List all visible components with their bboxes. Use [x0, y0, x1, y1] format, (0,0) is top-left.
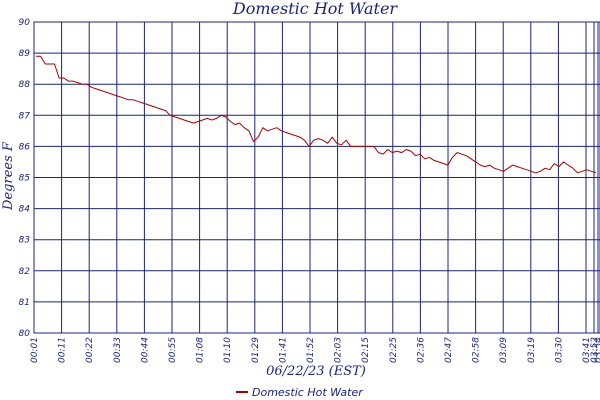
chart-title: Domestic Hot Water	[232, 0, 399, 18]
x-tick-label: 03:54	[594, 337, 600, 363]
x-tick-label: 03:41	[582, 337, 592, 363]
x-tick-label: 00:01	[30, 337, 40, 363]
x-tick-label: 00:44	[140, 337, 150, 363]
x-tick-label: 01:52	[306, 337, 316, 363]
y-tick-label: 82	[19, 267, 31, 277]
x-tick-label: 00:33	[113, 337, 123, 363]
y-tick-label: 90	[19, 18, 31, 28]
x-tick-label: 02:36	[416, 337, 426, 363]
x-tick-label: 03:52	[590, 337, 600, 363]
x-tick-label: 01:10	[223, 337, 233, 363]
y-tick-label: 87	[19, 111, 31, 121]
x-tick-label: 00:55	[168, 337, 178, 363]
y-axis-label: Degrees F	[1, 141, 16, 211]
x-tick-label: 00:11	[58, 337, 68, 363]
x-tick-label: 02:47	[444, 337, 454, 363]
x-tick-label: 02:58	[472, 337, 482, 363]
x-tick-label: 02:03	[334, 337, 344, 363]
y-tick-label: 88	[19, 80, 31, 90]
grid-lines	[33, 21, 600, 334]
x-tick-label: 03:30	[554, 337, 564, 363]
x-tick-label: 02:25	[389, 337, 399, 363]
y-tick-label: 81	[19, 298, 30, 308]
y-axis-ticks: 80 81 82 83 84 85 86 87 88 89 90	[19, 18, 31, 339]
y-tick-label: 85	[19, 174, 31, 184]
x-tick-label: 03:19	[527, 337, 537, 363]
x-tick-label: 00:22	[85, 337, 95, 363]
x-tick-label: 01:41	[278, 337, 288, 363]
legend-label: Domestic Hot Water	[252, 386, 364, 399]
x-axis-label: 06/22/23 (EST)	[266, 364, 366, 379]
x-tick-label: 01:08	[196, 337, 206, 363]
legend: Domestic Hot Water	[236, 386, 364, 399]
y-tick-label: 89	[19, 49, 31, 59]
x-tick-label: 03:09	[499, 337, 509, 363]
x-tick-label: 02:15	[361, 337, 371, 363]
y-tick-label: 86	[19, 142, 31, 152]
y-tick-label: 80	[19, 329, 31, 339]
x-tick-label: 01:29	[251, 337, 261, 363]
series-layer	[36, 55, 597, 174]
y-tick-label: 83	[19, 236, 31, 246]
y-tick-label: 84	[19, 205, 31, 215]
x-axis-ticks: 00:01 00:11 00:22 00:33 00:44 00:55 01:08 01:10…	[30, 337, 600, 363]
series-line-domestic-hot-water	[36, 55, 597, 174]
